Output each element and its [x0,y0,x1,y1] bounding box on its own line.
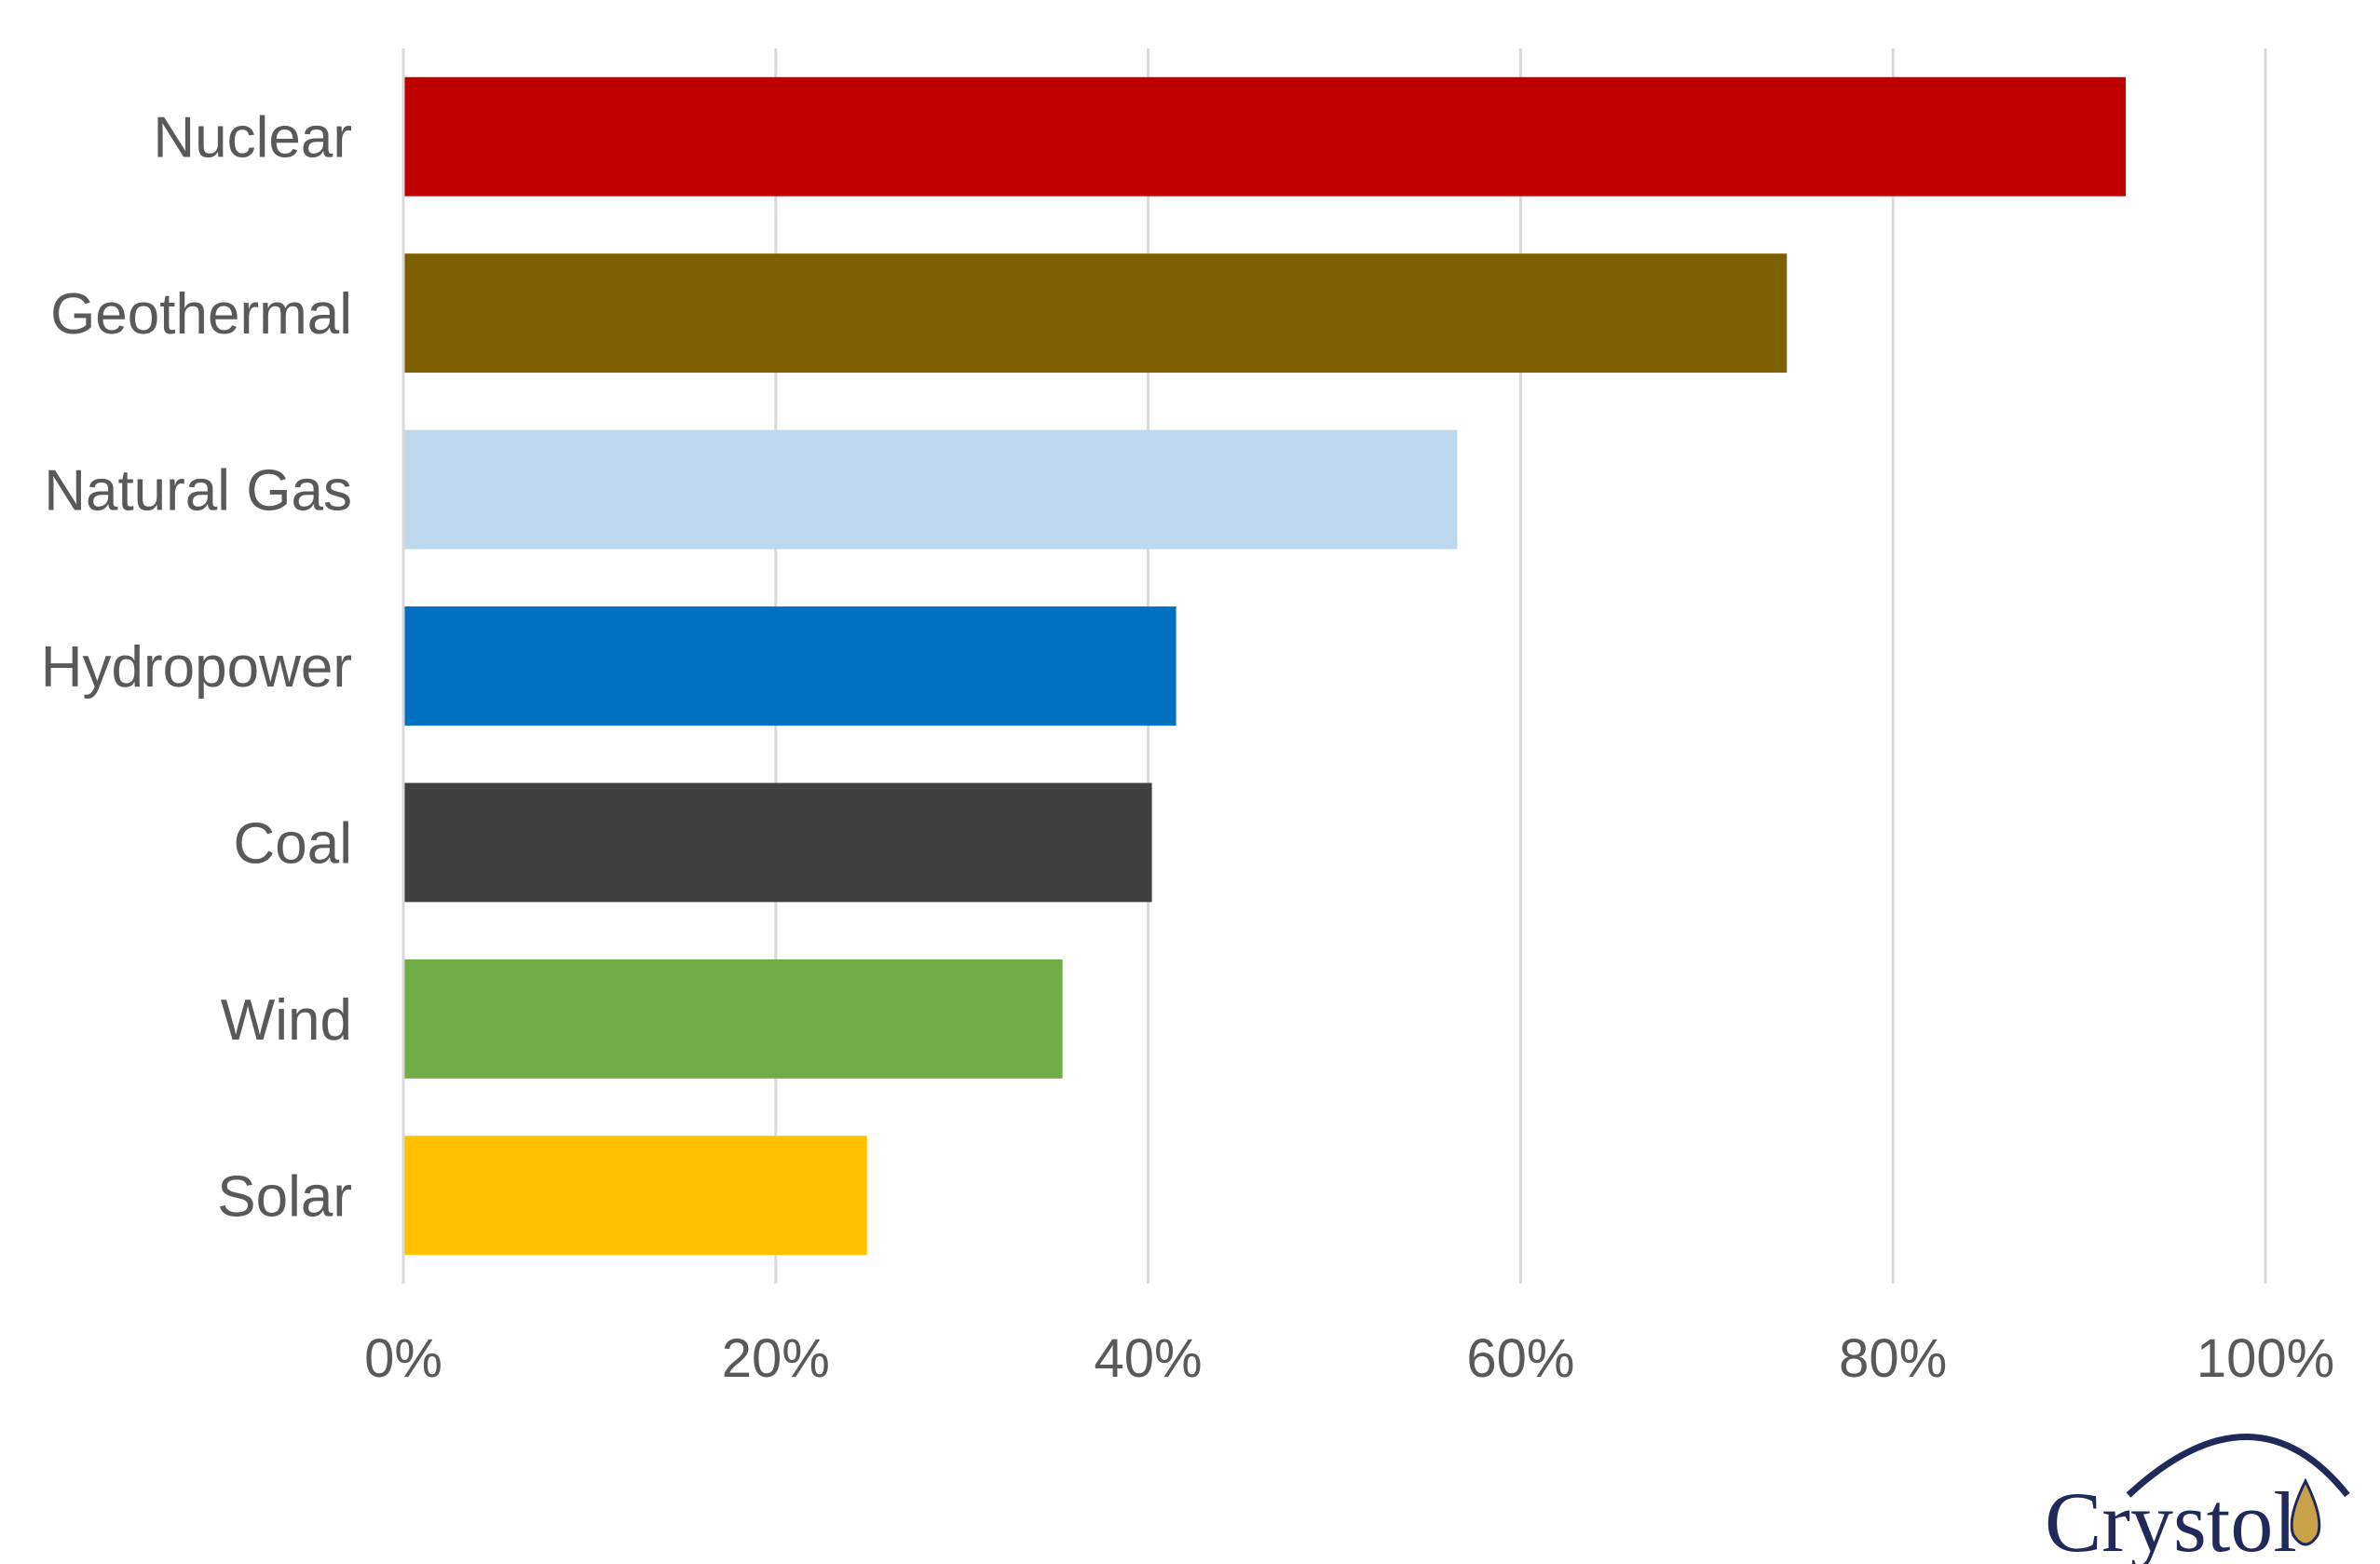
bar-solar [403,1136,867,1256]
x-tick-label: 100% [2196,1328,2334,1389]
category-label: Coal [233,811,352,876]
bar-wind [403,959,1063,1079]
category-label: Natural Gas [44,459,352,524]
bar-geothermal [403,253,1788,374]
category-label: Hydropower [41,635,352,700]
x-tick-label: 0% [364,1328,442,1389]
bars [403,76,2127,1256]
logo-text: Crystol [2045,1475,2297,1564]
bar-natural-gas [403,429,1458,550]
bar-hydropower [403,606,1176,726]
category-label: Nuclear [153,106,352,170]
category-label: Geothermal [50,282,352,347]
logo-droplet-icon [2290,1477,2321,1546]
logo-arc [2126,1434,2350,1498]
category-label: Wind [221,988,352,1053]
bar-nuclear [403,76,2127,197]
bar-coal [403,782,1152,903]
x-tick-label: 20% [722,1328,830,1389]
x-tick-label: 40% [1095,1328,1203,1389]
category-label: Solar [217,1164,352,1229]
x-tick-labels: 0% 20% 40% 60% 80% 100% [364,1328,2334,1389]
x-tick-label: 80% [1839,1328,1947,1389]
crystol-logo: Crystol [2045,1434,2350,1564]
x-tick-label: 60% [1466,1328,1574,1389]
category-labels: Nuclear Geothermal Natural Gas Hydropower Co… [41,106,352,1230]
